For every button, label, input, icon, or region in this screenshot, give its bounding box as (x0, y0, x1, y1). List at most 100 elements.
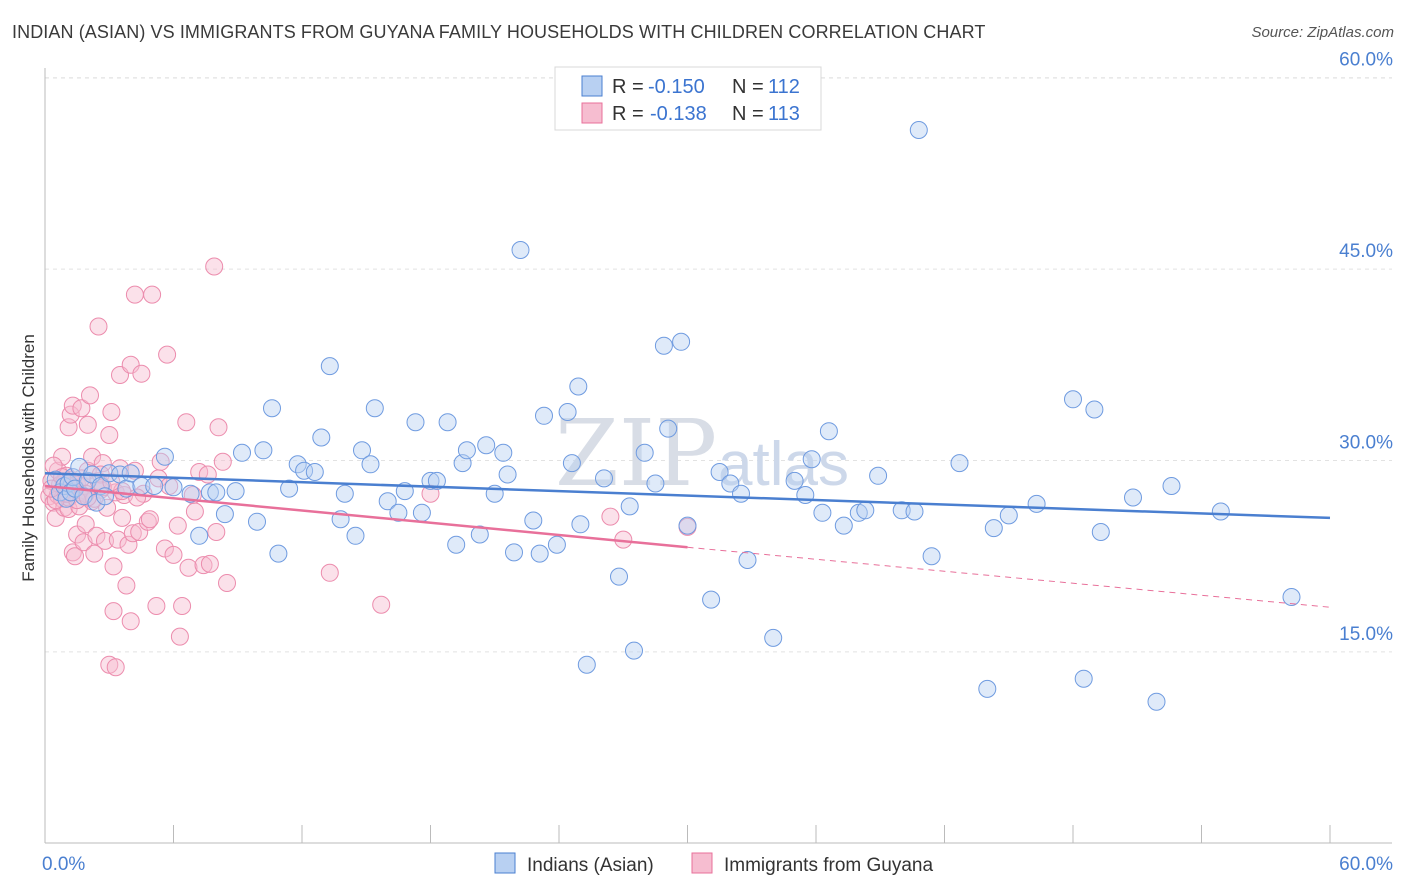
guyana-point-87 (213, 452, 232, 471)
indians-point-113 (1162, 477, 1181, 495)
indians-point-52 (427, 471, 446, 490)
guyana-point-28 (78, 415, 97, 434)
indians-point-93 (819, 422, 838, 441)
guyana-point-14 (61, 405, 80, 424)
indians-point-109 (1085, 400, 1104, 419)
indians-point-75 (620, 497, 639, 516)
trend-line-guyana-extended (687, 546, 1331, 608)
y-tick-labels: 15.0% 30.0% 45.0% 60.0% (1339, 50, 1393, 645)
y-axis-label: Family Households with Children (19, 334, 38, 582)
guyana-point-74 (170, 627, 189, 646)
indians-point-104 (984, 519, 1003, 538)
indians-point-71 (571, 515, 590, 534)
guyana-point-70 (158, 345, 177, 364)
indians-point-21 (155, 447, 174, 466)
indians-point-91 (802, 450, 821, 469)
indians-point-20 (145, 477, 164, 495)
source-label: Source: ZipAtlas.com (1251, 24, 1394, 41)
correlation-legend: R = -0.150 N = 112 R = -0.138 N = 113 (554, 66, 822, 131)
indians-point-69 (562, 454, 581, 473)
indians-point-99 (905, 502, 924, 521)
indians-point-31 (254, 441, 273, 460)
guyana-point-44 (104, 602, 123, 621)
guyana-point-84 (205, 257, 224, 276)
indians-point-107 (1064, 390, 1082, 409)
trend-lines (44, 472, 1331, 608)
gridlines (45, 77, 1392, 653)
indians-point-70 (569, 377, 588, 396)
guyana-point-38 (93, 454, 112, 473)
indians-point-68 (558, 403, 577, 421)
indians-point-22 (164, 478, 183, 497)
indians-point-88 (764, 628, 783, 647)
indians-point-77 (635, 443, 654, 462)
y-tick-label-1: 30.0% (1339, 433, 1393, 454)
indians-point-73 (595, 469, 613, 488)
indians-point-38 (312, 428, 331, 447)
guyana-point-32 (83, 447, 102, 466)
indians-point-102 (950, 454, 969, 473)
guyana-point-85 (207, 523, 226, 541)
chart-title: INDIAN (ASIAN) VS IMMIGRANTS FROM GUYANA… (12, 22, 986, 42)
guyana-point-61 (132, 364, 151, 383)
indians-point-33 (269, 544, 288, 563)
guyana-point-36 (89, 317, 108, 336)
indians-point-43 (353, 441, 371, 460)
guyana-point-27 (76, 515, 95, 534)
x-tick-label-1: 60.0% (1339, 854, 1393, 875)
guyana-point-40 (98, 498, 117, 517)
indians-point-96 (856, 501, 875, 520)
guyana-point-86 (209, 418, 228, 437)
indians-point-41 (335, 484, 354, 503)
guyana-point-81 (194, 556, 213, 575)
legend-r-label-2: R = (612, 103, 644, 125)
indians-point-65 (530, 544, 549, 563)
guyana-point-88 (218, 574, 236, 592)
guyana-point-43 (102, 403, 121, 421)
indians-point-78 (646, 474, 665, 493)
guyana-point-19 (66, 547, 84, 566)
indians-point-81 (672, 332, 691, 351)
indians-point-49 (406, 413, 425, 432)
indians-point-34 (280, 479, 299, 498)
axes (44, 68, 1392, 844)
indians-point-61 (498, 465, 517, 484)
indians-point-63 (511, 241, 530, 259)
indians-point-26 (207, 483, 226, 502)
indians-point-54 (447, 535, 466, 554)
indians-point-103 (978, 679, 997, 698)
guyana-point-57 (123, 524, 142, 543)
guyana-point-30 (81, 386, 99, 405)
indians-point-114 (1282, 588, 1301, 606)
indians-point-42 (346, 526, 365, 545)
indians-point-89 (785, 471, 804, 490)
indians-point-79 (654, 336, 673, 355)
y-tick-label-2: 45.0% (1339, 241, 1393, 262)
bottom-legend-indians: Indians (Asian) (527, 855, 654, 876)
guyana-point-34 (87, 526, 106, 545)
guyana-point-72 (164, 545, 183, 564)
indians-point-67 (547, 535, 566, 554)
x-tick-labels: 0.0% 60.0% (42, 854, 1393, 875)
guyana-point-83 (200, 554, 219, 573)
indians-point-94 (834, 516, 853, 535)
indians-point-92 (813, 503, 832, 522)
indians-point-105 (999, 506, 1018, 525)
guyana-point-89 (320, 563, 339, 582)
indians-point-66 (535, 406, 553, 425)
guyana-point-39 (96, 531, 114, 550)
indians-point-57 (470, 525, 489, 544)
guyana-point-24 (72, 399, 91, 418)
guyana-point-45 (104, 557, 123, 576)
y-tick-label-0: 15.0% (1339, 624, 1393, 645)
legend-r-label-1: R = (612, 76, 644, 98)
guyana-point-59 (125, 285, 144, 304)
guyana-point-77 (179, 558, 198, 577)
indians-point-29 (233, 443, 251, 462)
indians-point-44 (361, 455, 380, 474)
guyana-point-90 (372, 595, 391, 614)
guyana-point-66 (147, 597, 166, 615)
indians-point-27 (215, 505, 234, 524)
indians-point-56 (457, 441, 476, 460)
guyana-point-79 (185, 502, 204, 521)
